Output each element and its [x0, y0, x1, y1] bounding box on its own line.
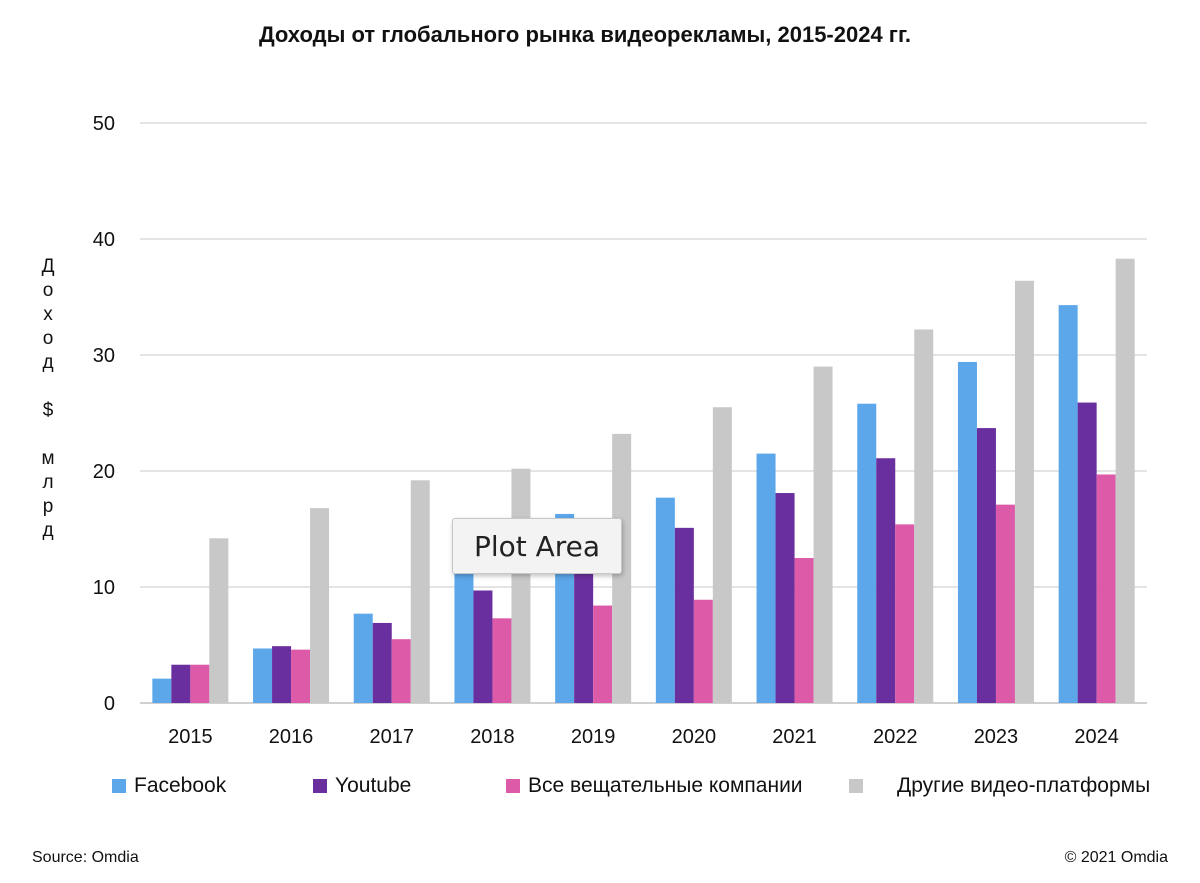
y-axis-label-char: д [42, 520, 54, 541]
x-tick-label: 2017 [370, 726, 415, 748]
bar-2024-1[interactable] [1077, 402, 1097, 703]
bar-2023-2[interactable] [995, 504, 1015, 703]
bar-2022-0[interactable] [857, 403, 877, 703]
legend-swatch [506, 779, 520, 793]
y-tick-label: 20 [93, 461, 115, 483]
bar-2023-3[interactable] [1014, 280, 1034, 703]
legend-item[interactable]: Все вещательные компании [506, 774, 803, 798]
bar-2019-2[interactable] [593, 605, 613, 703]
bar-2023-1[interactable] [976, 428, 996, 703]
x-tick-label: 2023 [974, 726, 1019, 748]
bar-2020-0[interactable] [655, 497, 675, 703]
bar-2021-1[interactable] [775, 493, 795, 703]
y-axis-label-char: р [42, 496, 54, 517]
copyright-note: © 2021 Omdia [1064, 849, 1168, 866]
y-axis-label-char: о [42, 280, 54, 301]
source-note: Source: Omdia [32, 849, 139, 866]
bar-2017-2[interactable] [391, 639, 411, 703]
x-tick-label: 2015 [168, 726, 213, 748]
bars[interactable] [152, 258, 1135, 703]
y-axis-label-char: л [42, 472, 54, 493]
x-tick-label: 2019 [571, 726, 616, 748]
bar-2021-0[interactable] [756, 453, 776, 703]
y-tick-label: 0 [104, 693, 115, 715]
y-axis-label-char: х [43, 304, 53, 325]
legend-label: Все вещательные компании [528, 774, 803, 797]
bar-2016-1[interactable] [272, 646, 292, 703]
y-axis-label-char: Д [41, 256, 55, 277]
bar-2024-0[interactable] [1058, 305, 1078, 703]
y-axis-label-char: $ [42, 400, 54, 421]
y-tick-labels: 0 10 20 30 40 50 [93, 113, 115, 715]
bar-2018-2[interactable] [492, 618, 512, 703]
legend-swatch [849, 779, 863, 793]
bar-2017-3[interactable] [410, 480, 430, 703]
bar-2020-3[interactable] [712, 407, 732, 703]
bar-2018-3[interactable] [511, 468, 531, 703]
bar-2016-3[interactable] [310, 508, 330, 703]
bar-2024-2[interactable] [1096, 474, 1116, 703]
bar-2015-0[interactable] [152, 678, 172, 703]
bar-2023-0[interactable] [957, 361, 977, 703]
plot-area-tooltip: Plot Area [452, 518, 622, 574]
bar-2015-3[interactable] [209, 538, 229, 703]
legend-swatch [112, 779, 126, 793]
x-tick-label: 2022 [873, 726, 918, 748]
legend-item[interactable]: Youtube [313, 774, 411, 798]
x-tick-label: 2016 [269, 726, 314, 748]
bar-2021-3[interactable] [813, 366, 833, 703]
bar-2022-3[interactable] [914, 329, 934, 703]
bar-2020-1[interactable] [674, 527, 694, 703]
y-tick-label: 30 [93, 345, 115, 367]
legend: Facebook Youtube Все вещательные компании Д… [0, 774, 1200, 804]
x-tick-label: 2020 [672, 726, 717, 748]
chart-title: Доходы от глобального рынка видеорекламы… [258, 22, 912, 47]
y-axis-label-char: о [42, 328, 54, 349]
bar-2020-2[interactable] [693, 599, 713, 703]
legend-item[interactable]: Другие видео-платформы [849, 774, 1150, 798]
x-tick-label: 2021 [772, 726, 817, 748]
legend-item[interactable]: Facebook [112, 774, 226, 798]
y-tick-label: 10 [93, 577, 115, 599]
x-tick-label: 2024 [1074, 726, 1119, 748]
bar-2021-2[interactable] [794, 558, 814, 703]
legend-label: Youtube [335, 774, 412, 797]
bar-2018-0[interactable] [454, 570, 474, 703]
legend-swatch [313, 779, 327, 793]
bar-2015-1[interactable] [171, 664, 191, 703]
x-tick-label: 2018 [470, 726, 515, 748]
y-tick-label: 40 [93, 229, 115, 251]
bar-2024-3[interactable] [1115, 258, 1135, 703]
x-tick-labels: 2015 2016 2017 2018 2019 2020 2021 2022 2023 2024 [168, 726, 1119, 748]
y-axis-label-char: м [41, 448, 55, 469]
legend-label: Facebook [134, 774, 227, 797]
bar-2022-1[interactable] [876, 458, 896, 703]
bar-2015-2[interactable] [190, 664, 210, 703]
bar-2018-1[interactable] [473, 590, 493, 703]
bar-2022-2[interactable] [895, 524, 915, 703]
y-axis-label-char: д [42, 352, 54, 373]
bar-2016-0[interactable] [253, 648, 273, 703]
y-tick-label: 50 [93, 113, 115, 135]
bar-2017-0[interactable] [353, 613, 373, 703]
bar-2016-2[interactable] [291, 649, 311, 703]
bar-2017-1[interactable] [372, 622, 392, 703]
legend-label: Другие видео-платформы [897, 774, 1151, 797]
bar-2019-1[interactable] [574, 570, 594, 703]
